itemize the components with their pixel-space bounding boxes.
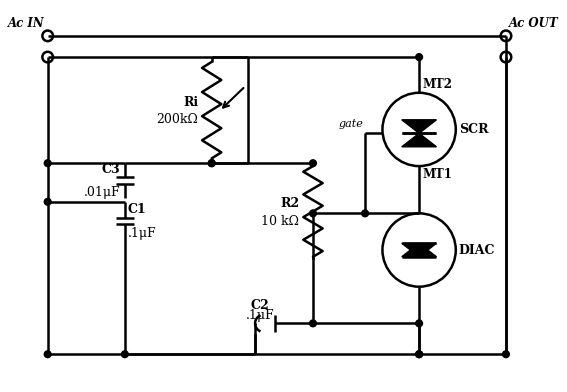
Text: MT1: MT1 bbox=[422, 168, 452, 181]
Circle shape bbox=[416, 351, 422, 358]
Circle shape bbox=[310, 320, 316, 327]
Circle shape bbox=[44, 351, 51, 358]
Circle shape bbox=[416, 54, 422, 60]
Text: .1μF: .1μF bbox=[128, 227, 156, 240]
Circle shape bbox=[502, 351, 509, 358]
Text: MT2: MT2 bbox=[422, 78, 452, 91]
Polygon shape bbox=[402, 243, 437, 257]
Circle shape bbox=[121, 351, 128, 358]
Polygon shape bbox=[402, 243, 437, 257]
Circle shape bbox=[310, 160, 316, 167]
Text: C2: C2 bbox=[251, 299, 269, 312]
Text: Ac IN: Ac IN bbox=[8, 17, 45, 30]
Text: gate: gate bbox=[338, 120, 363, 129]
Circle shape bbox=[44, 198, 51, 205]
Text: Ac OUT: Ac OUT bbox=[509, 17, 558, 30]
Text: 200kΩ: 200kΩ bbox=[156, 113, 198, 126]
Circle shape bbox=[416, 351, 422, 358]
Text: Ri: Ri bbox=[183, 96, 198, 109]
Text: C1: C1 bbox=[128, 203, 146, 216]
Circle shape bbox=[416, 320, 422, 327]
Text: DIAC: DIAC bbox=[459, 243, 495, 256]
Text: SCR: SCR bbox=[459, 123, 488, 136]
Text: 10 kΩ: 10 kΩ bbox=[261, 214, 299, 228]
Polygon shape bbox=[402, 120, 437, 133]
Circle shape bbox=[362, 210, 369, 217]
Circle shape bbox=[208, 160, 215, 167]
Circle shape bbox=[310, 210, 316, 217]
Text: .01μF: .01μF bbox=[83, 186, 120, 200]
Text: C3: C3 bbox=[101, 163, 120, 176]
Text: R2: R2 bbox=[280, 197, 299, 210]
Text: .1μF: .1μF bbox=[246, 309, 274, 322]
Circle shape bbox=[44, 160, 51, 167]
Circle shape bbox=[208, 160, 215, 167]
Polygon shape bbox=[402, 133, 437, 147]
